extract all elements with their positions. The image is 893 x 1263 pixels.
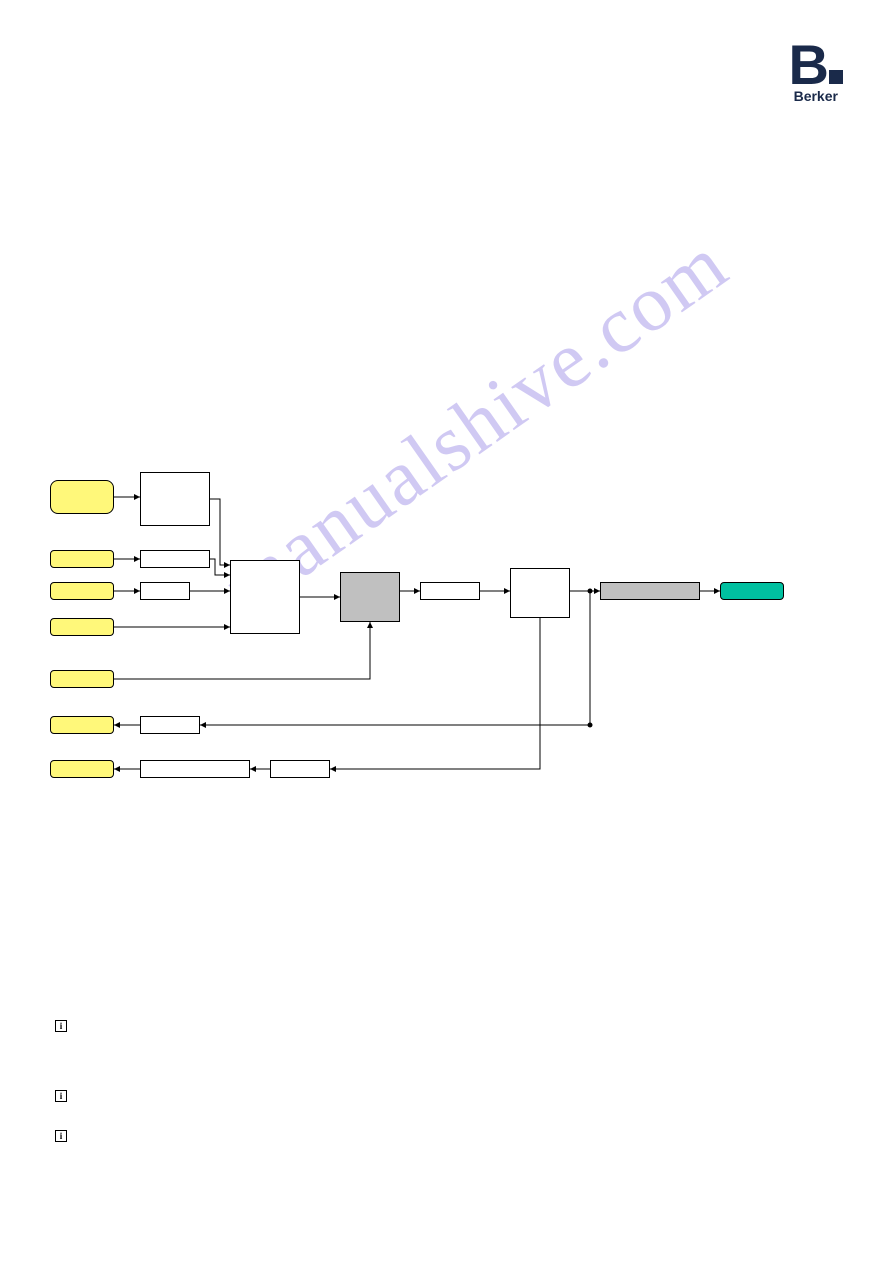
diagram-node-n10 [420, 582, 480, 600]
diagram-node-n9 [340, 572, 400, 622]
diagram-node-n12 [600, 582, 700, 600]
diagram-node-n7 [50, 618, 114, 636]
diagram-connectors [50, 480, 840, 840]
diagram-node-n1 [50, 480, 114, 514]
diagram-node-n4 [140, 550, 210, 568]
diagram-node-n18 [140, 760, 250, 778]
diagram-node-n14 [50, 670, 114, 688]
info-icon-0: i [55, 1020, 67, 1032]
diagram-node-n8 [230, 560, 300, 634]
diagram-node-n6 [140, 582, 190, 600]
info-icon-1: i [55, 1090, 67, 1102]
block-diagram [50, 480, 840, 840]
diagram-junction-1 [588, 723, 593, 728]
diagram-node-n13 [720, 582, 784, 600]
diagram-node-n11 [510, 568, 570, 618]
logo-b: B [789, 33, 825, 96]
diagram-node-n5 [50, 582, 114, 600]
logo-letter: B [789, 40, 843, 90]
brand-logo: B Berker [789, 40, 843, 104]
diagram-edge-15 [330, 618, 540, 769]
diagram-node-n2 [140, 472, 210, 526]
info-icon-2: i [55, 1130, 67, 1142]
diagram-node-n16 [140, 716, 200, 734]
diagram-node-n19 [270, 760, 330, 778]
diagram-junction-0 [588, 589, 593, 594]
diagram-node-n17 [50, 760, 114, 778]
logo-brand-text: Berker [789, 88, 843, 104]
diagram-node-n15 [50, 716, 114, 734]
diagram-edge-1 [210, 499, 230, 565]
diagram-node-n3 [50, 550, 114, 568]
logo-dot [829, 70, 843, 84]
